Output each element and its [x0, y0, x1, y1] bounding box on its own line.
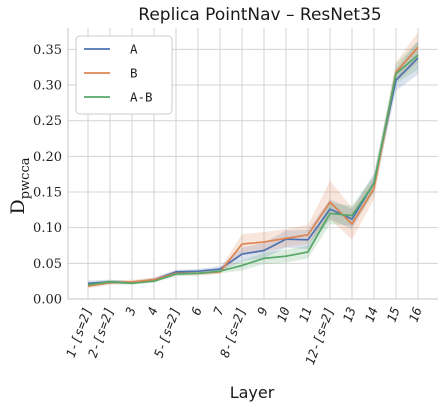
x-tick-label: 14: [362, 305, 381, 324]
x-tick-label: 13: [340, 305, 359, 324]
y-tick-label: 0.05: [33, 257, 62, 272]
x-tick-labels: 1-[s=2]2-[s=2] 3 45-[s=2] 6 78-[s=2] 9 10 1112-…: [63, 304, 425, 366]
y-tick-label: 0.25: [33, 114, 62, 129]
legend-label-b: B: [130, 66, 138, 81]
x-tick-label: 9: [254, 305, 271, 317]
x-tick-label: 3: [122, 305, 139, 318]
legend-label-a: A: [130, 42, 138, 57]
y-tick-label: 0.15: [33, 186, 62, 201]
y-axis-label: Dpwcca: [7, 157, 33, 214]
x-tick-label: 7: [210, 304, 227, 317]
x-tick-label: 11: [296, 305, 315, 324]
axes-spines: [67, 28, 438, 300]
series-line-b: [87, 46, 419, 287]
y-axis-label-subscript: pwcca: [18, 157, 33, 199]
y-tick-label: 0.00: [33, 293, 62, 308]
y-tick-label: 0.20: [33, 150, 62, 165]
y-tick-label: 0.10: [33, 221, 62, 236]
x-tick-label: 10: [274, 305, 293, 324]
x-tick-label: 6: [188, 305, 205, 317]
series-line-a-b: [87, 54, 419, 286]
x-tick-label: 4: [144, 305, 161, 317]
y-tick-label: 0.30: [33, 79, 62, 94]
band-b: [88, 32, 418, 289]
y-tick-labels: 0.00 0.05 0.10 0.15 0.20 0.25 0.30 0.35: [33, 43, 62, 308]
x-tick-label: 16: [406, 305, 425, 324]
svg-text:Dpwcca: Dpwcca: [7, 157, 33, 214]
y-tick-label: 0.35: [33, 43, 62, 58]
y-axis-label-main: D: [7, 199, 29, 214]
x-tick-label: 15: [384, 305, 403, 324]
series-lines: [87, 46, 419, 287]
chart-title: Replica PointNav – ResNet35: [138, 5, 381, 25]
legend-box: [75, 35, 173, 115]
confidence-bands: [88, 32, 418, 289]
x-axis-label: Layer: [230, 383, 275, 402]
legend-label-a-b: A-B: [130, 90, 153, 105]
legend: AB A-B: [75, 35, 173, 115]
